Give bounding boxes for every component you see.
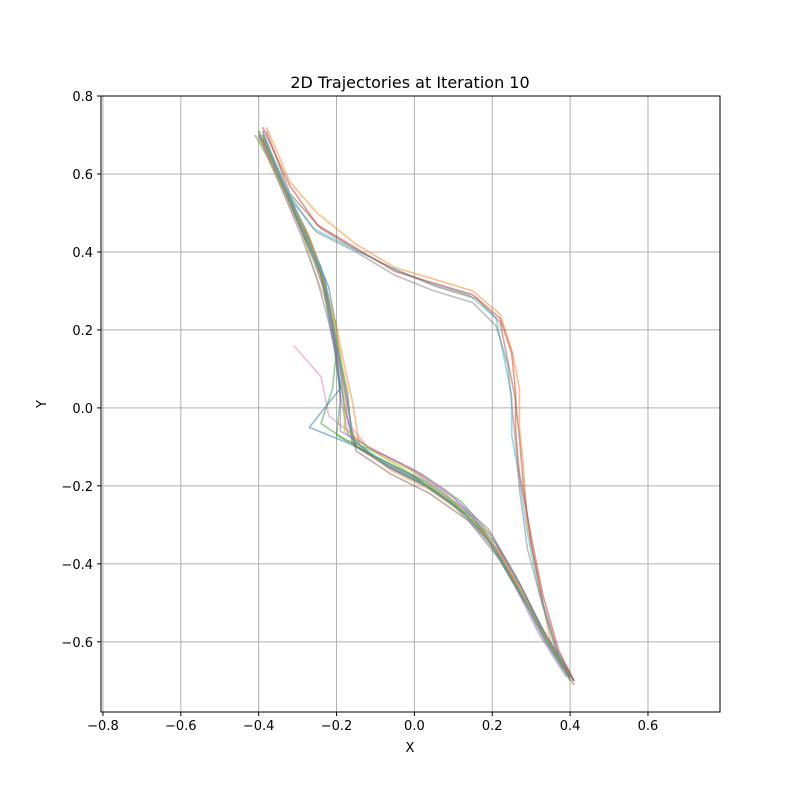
x-ticks: −0.8 −0.6 −0.4 −0.2 0.0 0.2 0.4 0.6 — [87, 712, 658, 734]
y-tick-label: 0.0 — [72, 402, 93, 417]
y-tick-label: 0.8 — [72, 90, 93, 105]
x-tick-label: −0.8 — [87, 719, 119, 734]
series-layer — [254, 126, 575, 686]
trajectory-line-12 — [261, 134, 575, 682]
trajectory-line-7 — [293, 344, 575, 682]
x-tick-label: −0.4 — [243, 719, 275, 734]
x-tick-label: 0.6 — [638, 719, 659, 734]
y-tick-label: 0.4 — [72, 246, 93, 261]
x-tick-label: 0.2 — [482, 719, 503, 734]
trajectory-line-18 — [261, 130, 575, 682]
x-tick-label: −0.6 — [165, 719, 197, 734]
y-tick-label: −0.6 — [61, 636, 93, 651]
trajectory-line-14 — [261, 126, 575, 682]
trajectory-line-20 — [261, 134, 571, 682]
y-tick-label: −0.2 — [61, 480, 93, 495]
x-tick-label: 0.4 — [560, 719, 581, 734]
chart-title: 2D Trajectories at Iteration 10 — [290, 73, 529, 92]
x-tick-label: −0.2 — [321, 719, 353, 734]
plot-frame — [100, 95, 721, 713]
grid-layer — [101, 95, 720, 712]
trajectory-line-15 — [257, 134, 567, 670]
y-tick-label: −0.4 — [61, 558, 93, 573]
trajectory-line-6 — [265, 130, 575, 682]
y-tick-label: 0.6 — [72, 168, 93, 183]
x-axis-label: X — [406, 741, 415, 756]
y-ticks: −0.6 −0.4 −0.2 0.0 0.2 0.4 0.6 0.8 — [61, 90, 101, 651]
y-axis-label: Y — [35, 400, 50, 409]
trajectory-line-19 — [257, 130, 567, 674]
y-tick-label: 0.2 — [72, 324, 93, 339]
x-tick-label: 0.0 — [404, 719, 425, 734]
